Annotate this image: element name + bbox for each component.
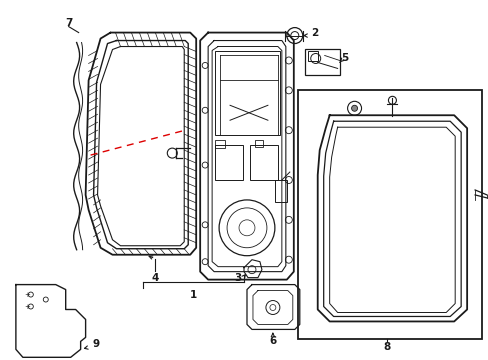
Text: 7: 7	[65, 18, 72, 28]
Bar	[304, 49, 339, 75]
Text: +: +	[24, 292, 30, 298]
Text: 2: 2	[310, 28, 318, 37]
Bar	[297, 90, 481, 339]
Bar	[215, 50, 279, 135]
Text: 4: 4	[151, 273, 159, 283]
Bar	[274, 180, 286, 202]
Bar	[307, 51, 317, 62]
Text: 1: 1	[189, 289, 197, 300]
Bar	[249, 145, 277, 180]
Bar	[215, 145, 243, 180]
Text: +: +	[24, 303, 30, 310]
Text: 6: 6	[269, 336, 276, 346]
Text: 9: 9	[92, 339, 99, 349]
Text: 8: 8	[383, 342, 390, 352]
Text: 5: 5	[340, 54, 347, 63]
Circle shape	[351, 105, 357, 111]
Bar	[254, 140, 263, 147]
Text: 3: 3	[234, 273, 241, 283]
Bar	[215, 140, 224, 148]
